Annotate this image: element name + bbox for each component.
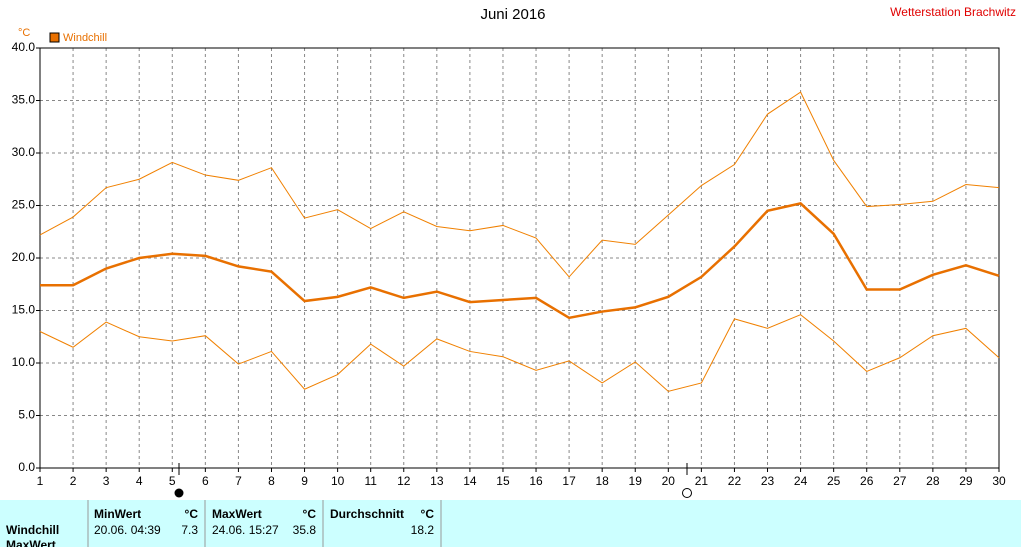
x-tick-label: 11 <box>364 474 377 488</box>
x-tick-label: 29 <box>959 474 973 488</box>
x-tick-label: 22 <box>728 474 742 488</box>
col-header: MinWert <box>94 507 141 521</box>
col-unit: °C <box>303 507 317 521</box>
y-unit: °C <box>18 27 30 39</box>
x-tick-label: 21 <box>695 474 709 488</box>
legend-label: Windchill <box>63 32 107 44</box>
x-tick-label: 4 <box>136 474 143 488</box>
series-line <box>39 314 1000 392</box>
y-tick-label: 20.0 <box>12 250 36 264</box>
y-tick-label: 5.0 <box>18 408 35 422</box>
x-tick-label: 30 <box>992 474 1006 488</box>
x-tick-label: 16 <box>529 474 543 488</box>
col-unit: °C <box>421 507 435 521</box>
x-tick-label: 25 <box>827 474 841 488</box>
x-tick-label: 6 <box>202 474 209 488</box>
col-header: Durchschnitt <box>330 507 404 521</box>
col-time: 24.06. 15:27 <box>212 523 279 537</box>
x-tick-label: 10 <box>331 474 345 488</box>
new-moon <box>174 488 184 498</box>
plot-border <box>39 47 1000 469</box>
plot-area: 0.05.010.015.020.025.030.035.040.01 2 3 4 5 6… <box>12 40 1006 488</box>
row-label: MaxWert <box>6 538 56 547</box>
table-background <box>0 500 1021 547</box>
station-name: Wetterstation Brachwitz <box>890 5 1016 19</box>
x-tick-label: 15 <box>496 474 510 488</box>
summary-table: Windchill MaxWert MinWert °C 20.06. 04:3… <box>0 500 1021 547</box>
x-tick-label: 7 <box>235 474 242 488</box>
x-tick-label: 17 <box>562 474 576 488</box>
col-value: 35.8 <box>293 523 317 537</box>
x-tick-label: 24 <box>794 474 808 488</box>
x-tick-label: 5 <box>169 474 176 488</box>
col-value: 7.3 <box>181 523 198 537</box>
y-tick-label: 40.0 <box>12 40 36 54</box>
x-tick-label: 1 <box>37 474 44 488</box>
y-tick-label: 25.0 <box>12 198 36 212</box>
x-tick-label: 18 <box>595 474 609 488</box>
series-line <box>39 91 1000 278</box>
x-tick-label: 13 <box>430 474 444 488</box>
y-tick-label: 30.0 <box>12 145 36 159</box>
x-tick-label: 9 <box>301 474 308 488</box>
full-moon <box>682 488 692 498</box>
series-line <box>40 202 1000 320</box>
x-tick-label: 19 <box>629 474 643 488</box>
col-unit: °C <box>185 507 199 521</box>
legend-swatch <box>49 32 60 43</box>
y-tick-label: 35.0 <box>12 93 36 107</box>
x-tick-label: 28 <box>926 474 940 488</box>
x-tick-label: 23 <box>761 474 775 488</box>
x-tick-label: 20 <box>662 474 676 488</box>
x-tick-label: 27 <box>893 474 907 488</box>
x-tick-label: 14 <box>463 474 477 488</box>
chart-title: Juni 2016 <box>480 6 545 23</box>
y-tick-label: 10.0 <box>12 355 36 369</box>
x-tick-label: 2 <box>70 474 77 488</box>
x-tick-label: 8 <box>268 474 275 488</box>
x-tick-label: 26 <box>860 474 874 488</box>
col-header: MaxWert <box>212 507 262 521</box>
col-time: 20.06. 04:39 <box>94 523 161 537</box>
y-tick-label: 0.0 <box>18 460 35 474</box>
x-tick-label: 3 <box>103 474 110 488</box>
x-tick-label: 12 <box>397 474 411 488</box>
row-label: Windchill <box>6 523 59 537</box>
col-value: 18.2 <box>411 523 435 537</box>
y-tick-label: 15.0 <box>12 303 36 317</box>
